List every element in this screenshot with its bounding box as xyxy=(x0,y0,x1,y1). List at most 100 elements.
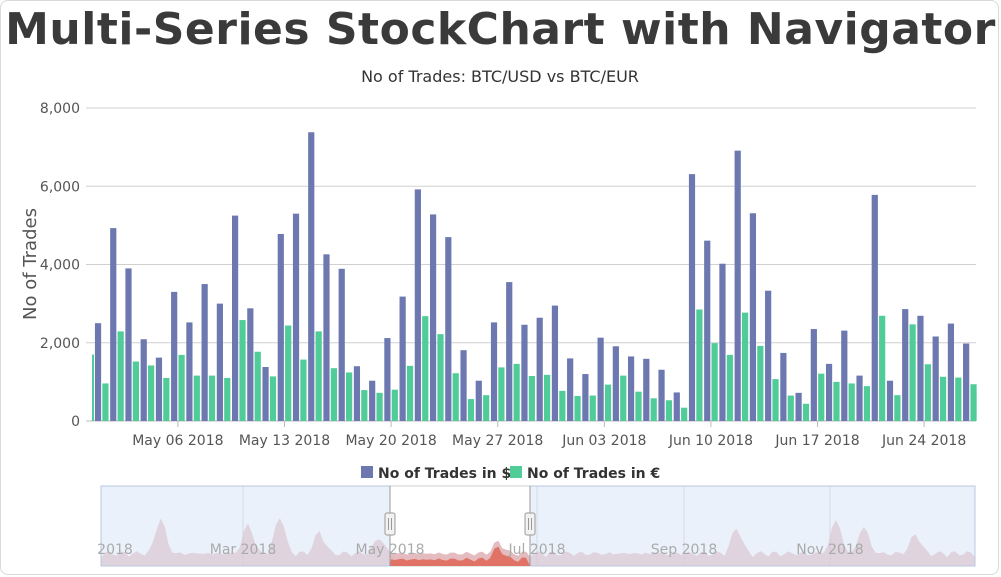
bar[interactable] xyxy=(269,376,277,421)
bar[interactable] xyxy=(201,284,208,421)
bar[interactable] xyxy=(886,380,894,421)
bar[interactable] xyxy=(186,322,193,421)
bar[interactable] xyxy=(589,395,596,421)
handle-left-body[interactable] xyxy=(384,512,396,536)
bar[interactable] xyxy=(376,392,383,421)
bar[interactable] xyxy=(795,392,802,421)
bar[interactable] xyxy=(232,215,239,421)
bar[interactable] xyxy=(902,309,909,421)
bar[interactable] xyxy=(825,363,833,421)
bar[interactable] xyxy=(262,367,269,421)
bar[interactable] xyxy=(277,233,284,421)
bar[interactable] xyxy=(818,373,825,421)
bar[interactable] xyxy=(125,268,132,421)
bar[interactable] xyxy=(171,291,178,421)
bar[interactable] xyxy=(841,330,848,421)
bar[interactable] xyxy=(879,315,886,421)
bar[interactable] xyxy=(567,358,574,421)
bar[interactable] xyxy=(970,384,977,421)
bar[interactable] xyxy=(216,303,223,421)
bar[interactable] xyxy=(490,322,498,421)
series-0[interactable] xyxy=(94,132,970,422)
bar[interactable] xyxy=(787,395,794,421)
bar[interactable] xyxy=(193,375,200,421)
bar[interactable] xyxy=(749,213,757,421)
bar[interactable] xyxy=(536,317,543,421)
bar[interactable] xyxy=(506,282,513,421)
bar[interactable] xyxy=(650,398,657,421)
bar[interactable] xyxy=(597,337,604,421)
bar[interactable] xyxy=(140,339,147,421)
bar[interactable] xyxy=(247,308,254,421)
bar[interactable] xyxy=(467,399,475,421)
bar[interactable] xyxy=(947,323,955,421)
bar[interactable] xyxy=(369,380,376,421)
bar[interactable] xyxy=(848,383,855,421)
bar[interactable] xyxy=(863,386,871,421)
bar[interactable] xyxy=(604,384,612,421)
plot-area[interactable] xyxy=(92,132,977,422)
handle-right-body[interactable] xyxy=(524,512,536,536)
bar[interactable] xyxy=(346,372,353,421)
bar[interactable] xyxy=(292,213,300,421)
bar[interactable] xyxy=(361,390,368,421)
bar[interactable] xyxy=(688,174,696,421)
bar[interactable] xyxy=(704,240,711,421)
bar[interactable] xyxy=(551,305,559,421)
bar[interactable] xyxy=(772,379,779,421)
bar[interactable] xyxy=(422,316,429,421)
bar[interactable] xyxy=(102,383,109,421)
legend-item-usd[interactable]: No of Trades in $ xyxy=(361,466,511,482)
bar[interactable] xyxy=(673,392,680,421)
bar[interactable] xyxy=(308,132,315,421)
bar[interactable] xyxy=(224,377,231,421)
bar[interactable] xyxy=(452,373,459,421)
bar[interactable] xyxy=(163,377,170,421)
bar[interactable] xyxy=(338,268,345,421)
bar[interactable] xyxy=(696,309,703,421)
bar[interactable] xyxy=(544,374,551,421)
bar[interactable] xyxy=(254,351,261,421)
bar[interactable] xyxy=(94,323,102,421)
bar[interactable] xyxy=(528,376,535,421)
bar[interactable] xyxy=(148,365,155,421)
bar[interactable] xyxy=(658,369,665,421)
bar[interactable] xyxy=(498,367,505,421)
bar[interactable] xyxy=(406,365,414,421)
bar[interactable] xyxy=(315,331,322,421)
bar[interactable] xyxy=(955,377,962,421)
bar[interactable] xyxy=(384,338,391,421)
bar[interactable] xyxy=(475,380,482,421)
bar[interactable] xyxy=(643,358,650,421)
bar[interactable] xyxy=(802,403,810,421)
bar[interactable] xyxy=(963,343,970,421)
bar[interactable] xyxy=(612,346,619,421)
bar[interactable] xyxy=(939,376,947,421)
bar[interactable] xyxy=(582,374,589,421)
bar[interactable] xyxy=(208,375,216,421)
bar[interactable] xyxy=(620,375,627,421)
bar[interactable] xyxy=(780,352,787,421)
bar[interactable] xyxy=(909,324,916,421)
bar[interactable] xyxy=(932,336,939,421)
bar[interactable] xyxy=(734,150,741,422)
series-1[interactable] xyxy=(102,309,977,421)
bar[interactable] xyxy=(757,345,764,421)
bar[interactable] xyxy=(894,395,901,421)
bar[interactable] xyxy=(521,324,528,421)
navigator[interactable]: 2018 Mar 2018 May 2018 Jul 2018 Sep 2018 Nov … xyxy=(97,485,976,567)
bar[interactable] xyxy=(178,354,185,421)
bar[interactable] xyxy=(391,389,398,421)
bar[interactable] xyxy=(833,381,840,421)
bar[interactable] xyxy=(117,331,124,421)
bar[interactable] xyxy=(437,334,444,421)
bar[interactable] xyxy=(574,395,581,421)
bar[interactable] xyxy=(323,254,330,421)
bar[interactable] xyxy=(110,228,117,421)
bar[interactable] xyxy=(460,350,467,421)
bar[interactable] xyxy=(300,359,307,421)
bar[interactable] xyxy=(917,315,924,421)
legend-item-eur[interactable]: No of Trades in € xyxy=(510,466,660,482)
bar[interactable] xyxy=(635,391,642,421)
bar[interactable] xyxy=(559,390,566,421)
